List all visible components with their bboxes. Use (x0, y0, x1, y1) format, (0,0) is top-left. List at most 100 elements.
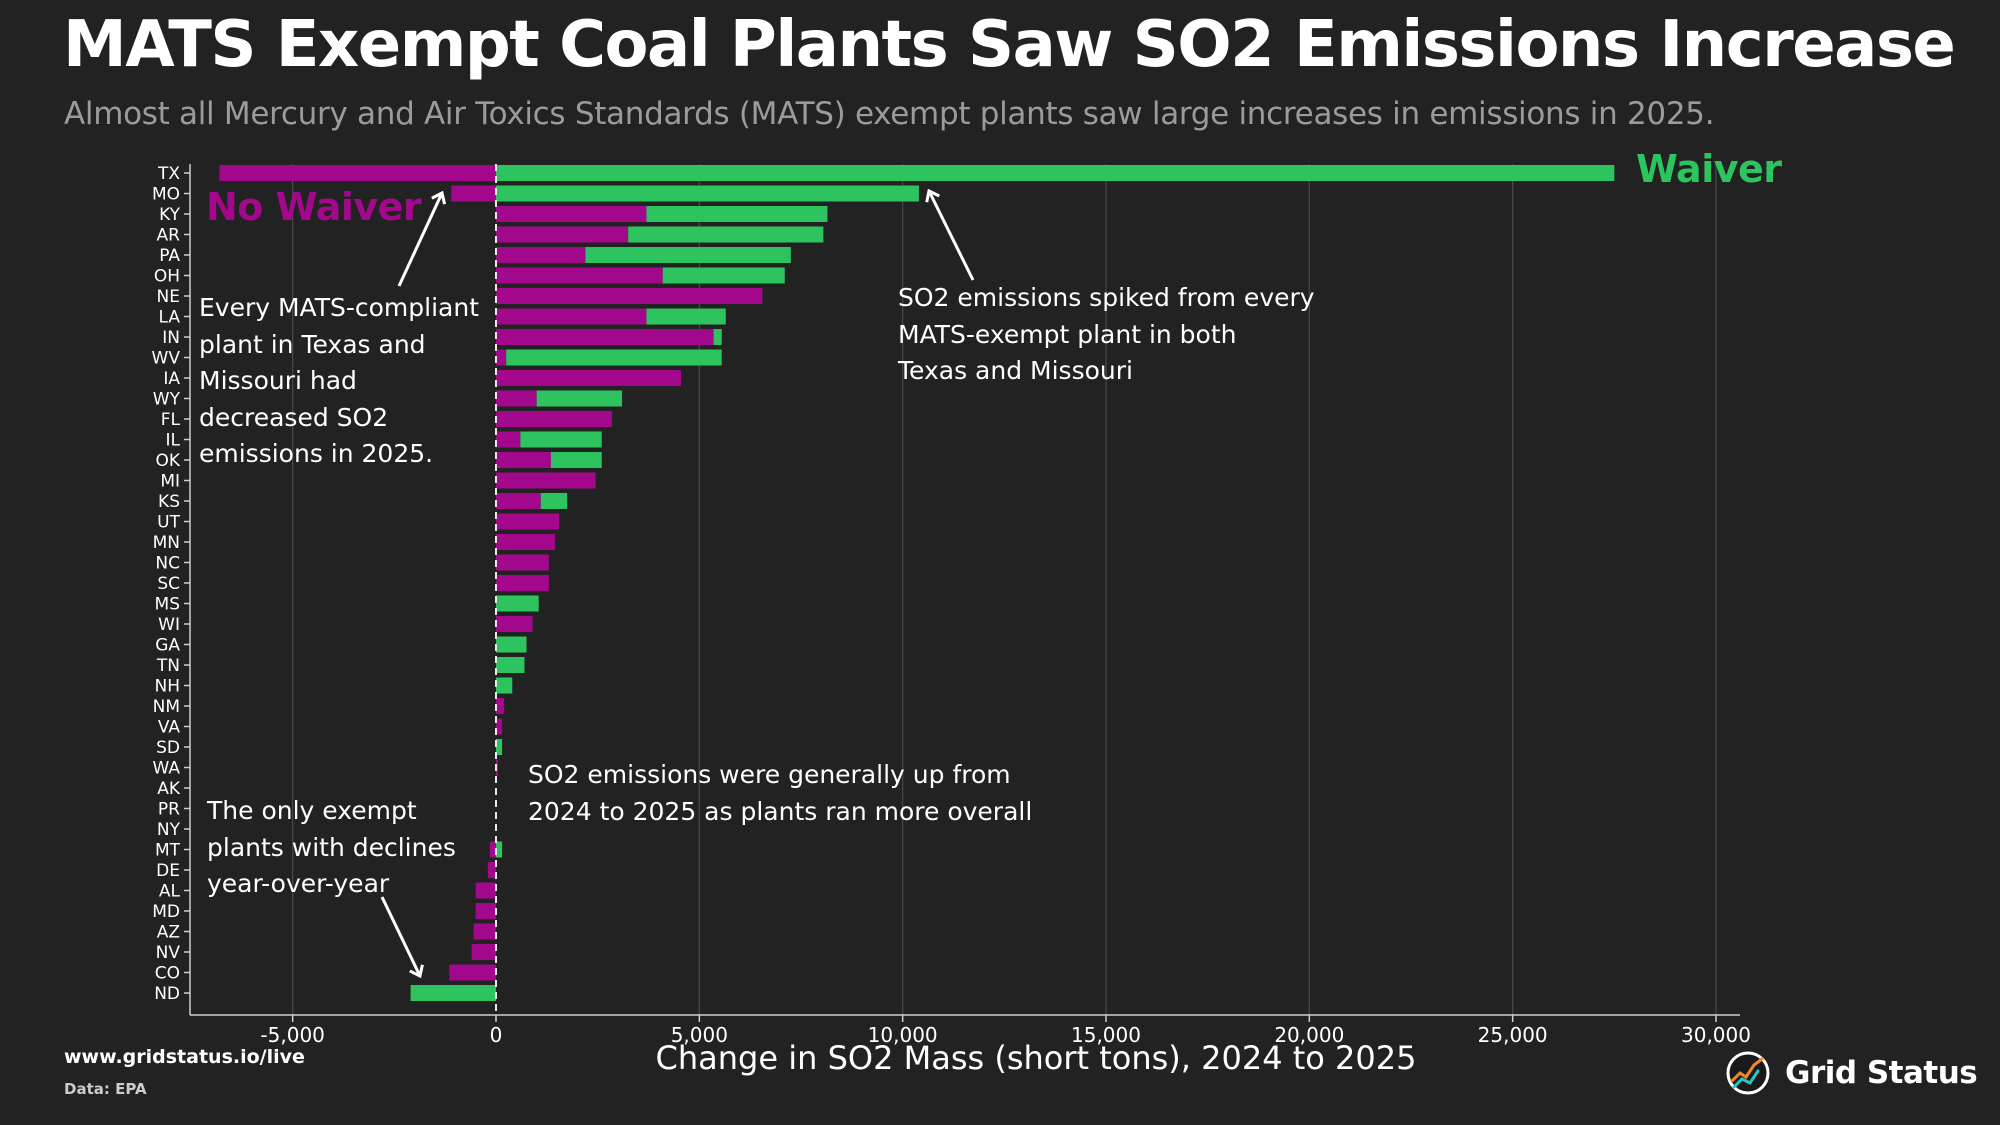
bar-no-waiver (496, 554, 549, 571)
bar-waiver (646, 308, 726, 325)
y-tick-label: WA (152, 759, 180, 779)
arrow-no-waiver (397, 190, 447, 287)
x-tick-label: -5,000 (260, 1023, 324, 1047)
y-tick-label: TX (157, 164, 180, 184)
bar-waiver (496, 165, 1615, 181)
y-tick-label: AK (157, 779, 181, 799)
y-tick-label: NM (153, 697, 180, 717)
bar-no-waiver (496, 308, 647, 325)
y-tick-label: NC (155, 554, 180, 574)
bars (219, 165, 1615, 1001)
source-url: www.gridstatus.io/live (64, 1046, 305, 1068)
bar-waiver (536, 390, 623, 407)
x-tick-label: 20,000 (1274, 1023, 1344, 1047)
y-tick-label: MO (152, 185, 180, 205)
y-tick-label: NH (155, 677, 181, 697)
bar-waiver (628, 226, 824, 243)
arrow-declines (380, 896, 424, 979)
bar-no-waiver (496, 616, 533, 632)
no-waiver-label: No Waiver (206, 185, 422, 229)
bar-no-waiver (496, 452, 551, 468)
bar-waiver (496, 595, 539, 612)
bar-no-waiver (496, 698, 505, 714)
bar-no-waiver (496, 247, 586, 263)
y-tick-label: PA (159, 246, 180, 266)
bar-waiver (550, 452, 602, 468)
bar-no-waiver (496, 329, 714, 345)
annotation-compliant: Every MATS-compliant plant in Texas and … (199, 293, 480, 468)
data-source: Data: EPA (64, 1080, 147, 1098)
y-tick-label: SC (157, 574, 180, 594)
x-tick-label: 0 (490, 1023, 503, 1047)
y-tick-label: ND (154, 984, 180, 1004)
x-tick-label: 5,000 (671, 1023, 728, 1047)
waiver-label: Waiver (1636, 147, 1782, 191)
y-tick-label: MD (152, 902, 180, 922)
bar-waiver (585, 247, 791, 263)
y-tick-label: GA (155, 636, 180, 656)
y-tick-label: TN (156, 656, 180, 676)
y-tick-label: MN (153, 533, 180, 553)
bar-waiver (496, 739, 503, 755)
chart-title: MATS Exempt Coal Plants Saw SO2 Emission… (63, 8, 1956, 82)
bar-no-waiver (449, 964, 496, 981)
y-tick-label: DE (156, 861, 180, 881)
y-tick-label: VA (158, 718, 181, 738)
y-tick-label: PR (158, 800, 180, 820)
bar-waiver (410, 985, 496, 1001)
y-tick-label: OK (155, 451, 180, 471)
y-tick-label: WV (152, 349, 181, 369)
annotation-arrows (380, 188, 975, 979)
bar-no-waiver (471, 944, 496, 960)
bar-no-waiver (475, 882, 496, 899)
bar-no-waiver (496, 534, 555, 550)
y-tick-label: IA (163, 369, 180, 389)
y-tick-label: NE (157, 287, 180, 307)
x-tick-label: 10,000 (868, 1023, 938, 1047)
bar-no-waiver (496, 472, 596, 489)
bar-waiver (713, 329, 722, 345)
y-tick-label: SD (156, 738, 180, 758)
y-tick-label: NY (157, 820, 181, 840)
bar-no-waiver (496, 226, 629, 243)
bar-no-waiver (487, 862, 496, 878)
x-tick-label: 30,000 (1681, 1023, 1751, 1047)
y-tick-label: AL (159, 882, 181, 902)
bar-no-waiver (496, 390, 537, 407)
brand: Grid Status (1725, 1050, 1978, 1096)
bar-no-waiver (496, 759, 499, 776)
bar-no-waiver (496, 370, 682, 386)
grid-status-logo-icon (1726, 1051, 1770, 1095)
annotation-general: SO2 emissions were generally up from 202… (528, 760, 1033, 826)
bar-waiver (496, 677, 513, 694)
annotation-declines: The only exempt plants with declines yea… (207, 796, 456, 898)
bar-no-waiver (496, 718, 503, 735)
bar-waiver (662, 267, 785, 284)
y-tick-label: KS (158, 492, 180, 512)
y-tick-label: MT (155, 841, 181, 861)
y-tick-label: LA (159, 308, 181, 328)
bar-no-waiver (473, 923, 496, 940)
y-tick-label: UT (157, 513, 180, 533)
bar-no-waiver (475, 903, 496, 919)
bar-no-waiver (496, 288, 763, 304)
arrow-waiver (925, 188, 975, 281)
y-tick-label: WI (158, 615, 180, 635)
bar-no-waiver (496, 575, 549, 591)
y-tick-label: FL (161, 410, 181, 430)
bar-no-waiver (489, 841, 496, 858)
chart-subtitle: Almost all Mercury and Air Toxics Standa… (64, 96, 1715, 132)
bar-no-waiver (496, 267, 663, 284)
brand-name: Grid Status (1785, 1055, 1978, 1091)
bar-no-waiver (496, 513, 560, 530)
bar-waiver (496, 841, 503, 858)
bar-waiver (506, 349, 722, 366)
annotation-exempt-spike: SO2 emissions spiked from every MATS-exe… (898, 283, 1315, 385)
x-axis-label: Change in SO2 Mass (short tons), 2024 to… (656, 1039, 1417, 1077)
bar-waiver (496, 636, 527, 653)
y-tick-label: IL (166, 431, 181, 451)
y-tick-label: OH (154, 267, 180, 287)
y-tick-label: MI (160, 472, 180, 492)
y-tick-label: AZ (157, 923, 180, 943)
bar-waiver (646, 206, 828, 222)
